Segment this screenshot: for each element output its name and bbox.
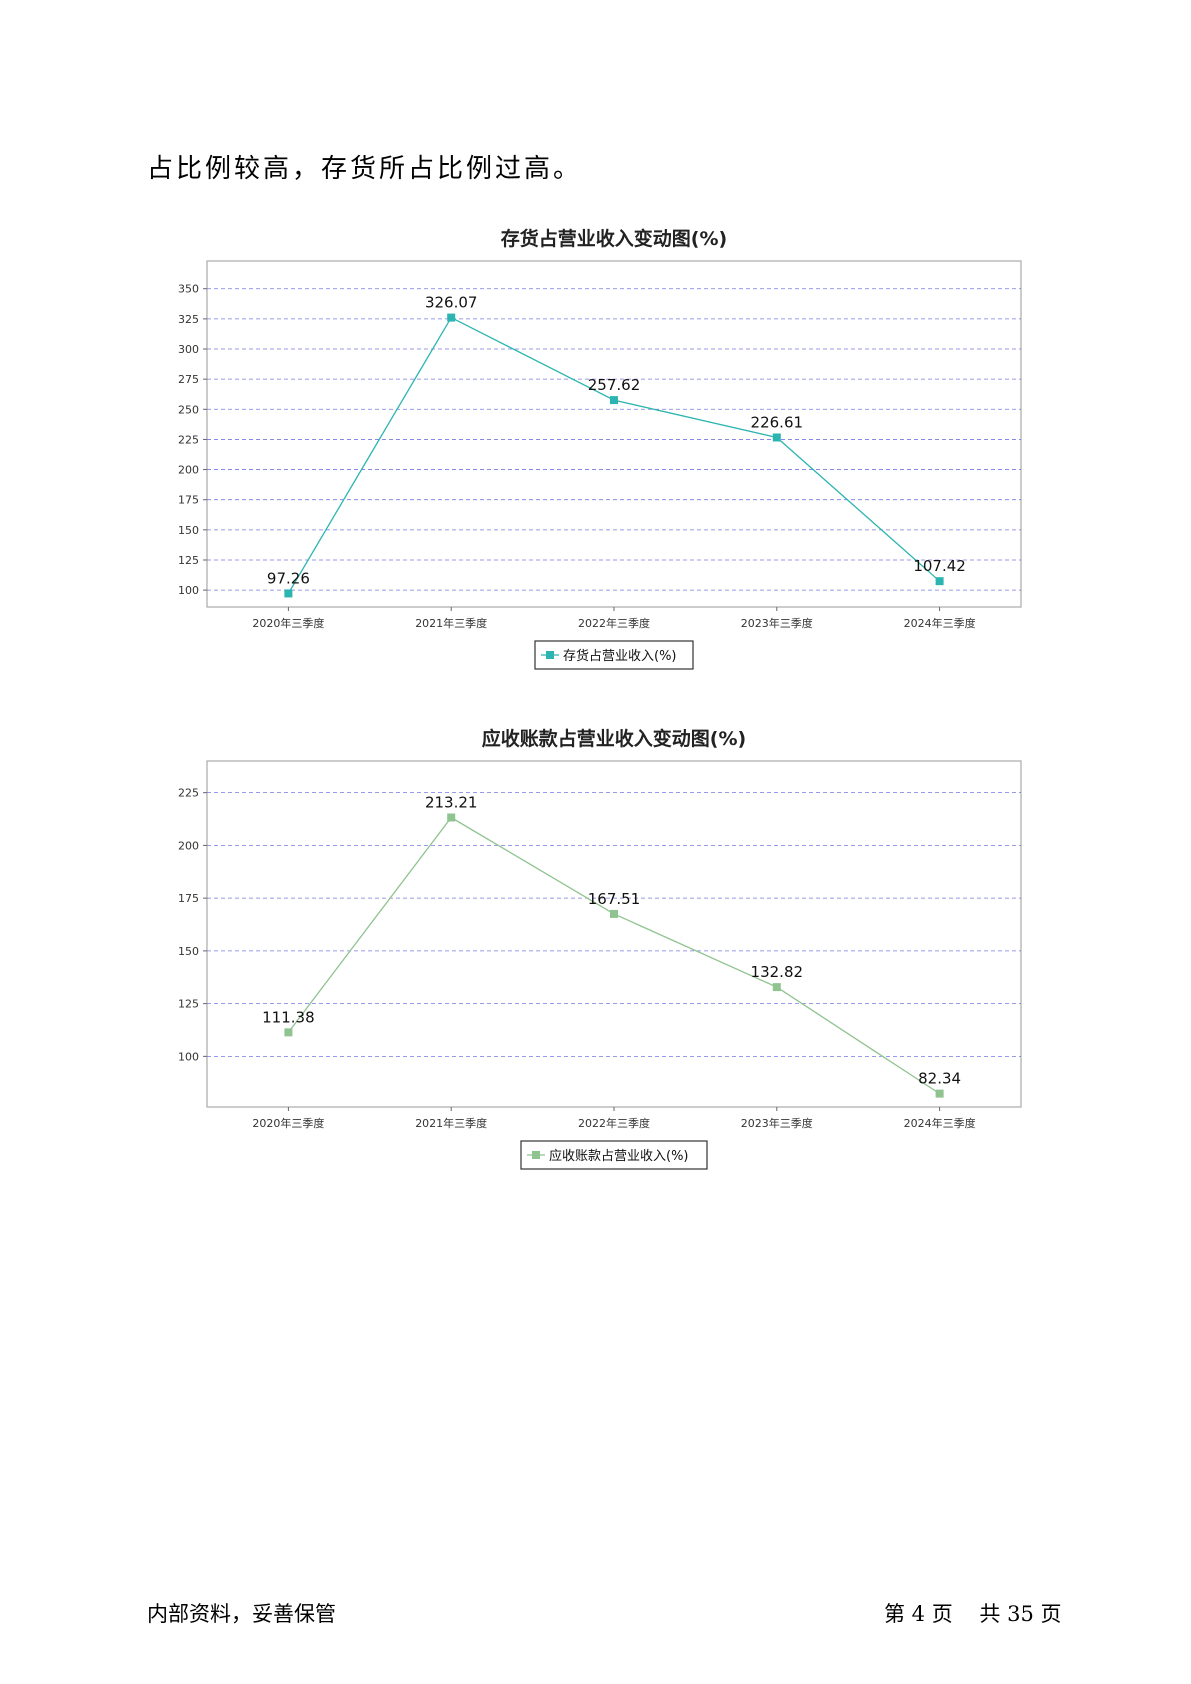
- data-point-marker: [447, 813, 456, 822]
- data-point-marker: [935, 577, 944, 586]
- data-point-marker: [610, 909, 618, 918]
- receivables-ratio-chart: 应收账款占营业收入变动图(%) 100 125 150 175 200 225 2020年三季…: [0, 725, 1191, 1185]
- x-tick-label: 2020年三季度: [252, 1116, 324, 1130]
- legend-marker-swatch: [546, 651, 554, 659]
- y-tick-label: 125: [178, 554, 199, 567]
- x-tick-label: 2020年三季度: [252, 616, 324, 630]
- data-value-label: 213.21: [425, 794, 478, 812]
- y-tick-label: 350: [178, 283, 199, 296]
- x-tick-label: 2021年三季度: [415, 1116, 487, 1130]
- data-point-marker: [284, 1028, 293, 1037]
- chart-title: 存货占营业收入变动图(%): [501, 227, 727, 250]
- data-point-marker: [772, 433, 781, 442]
- y-tick-label: 100: [178, 1050, 199, 1063]
- data-value-label: 111.38: [262, 1008, 315, 1026]
- y-tick-label: 125: [178, 998, 199, 1011]
- plot-area: [206, 260, 1022, 608]
- intro-paragraph: 占比例较高，存货所占比例过高。: [147, 154, 583, 184]
- y-tick-label: 225: [178, 433, 199, 446]
- data-value-label: 107.42: [913, 557, 966, 575]
- chart-title: 应收账款占营业收入变动图(%): [482, 727, 746, 750]
- data-value-label: 257.62: [588, 376, 641, 394]
- footer-page-number: 第 4 页 共 35 页: [884, 1602, 1062, 1626]
- receivables-ratio-chart-svg: 应收账款占营业收入变动图(%) 100 125 150 175 200 225 2020年三季…: [178, 727, 1022, 1170]
- x-tick-label: 2022年三季度: [578, 1116, 650, 1130]
- y-tick-label: 200: [178, 839, 199, 852]
- y-tick-label: 175: [178, 494, 199, 507]
- inventory-ratio-chart-svg: 存货占营业收入变动图(%) 100 125 150 175 200 225 250 275 300…: [178, 227, 1022, 670]
- legend-box: [534, 640, 694, 670]
- data-point-marker: [935, 1089, 944, 1098]
- footer-confidential-note: 内部资料，妥善保管: [147, 1602, 336, 1626]
- data-value-label: 132.82: [751, 963, 804, 981]
- x-tick-label: 2021年三季度: [415, 616, 487, 630]
- y-tick-label: 150: [178, 945, 199, 958]
- x-tick-label: 2022年三季度: [578, 616, 650, 630]
- y-tick-label: 300: [178, 343, 199, 356]
- y-tick-label: 325: [178, 313, 199, 326]
- data-point-marker: [284, 589, 293, 598]
- x-tick-label: 2024年三季度: [904, 1116, 976, 1130]
- x-tick-label: 2023年三季度: [741, 616, 813, 630]
- y-tick-label: 225: [178, 787, 199, 800]
- y-tick-label: 275: [178, 373, 199, 386]
- data-point-marker: [772, 983, 781, 992]
- data-point-marker: [610, 396, 618, 405]
- inventory-ratio-chart: 存货占营业收入变动图(%) 100 125 150 175 200 225 250 275 300…: [0, 225, 1191, 685]
- y-tick-label: 250: [178, 403, 199, 416]
- plot-area: [206, 760, 1022, 1108]
- data-value-label: 226.61: [751, 413, 804, 431]
- data-value-label: 326.07: [425, 294, 478, 312]
- data-value-label: 82.34: [918, 1070, 961, 1088]
- legend-box: [520, 1140, 708, 1170]
- data-value-label: 97.26: [267, 569, 310, 587]
- x-tick-label: 2023年三季度: [741, 1116, 813, 1130]
- y-tick-label: 200: [178, 464, 199, 477]
- x-tick-label: 2024年三季度: [904, 616, 976, 630]
- y-tick-label: 150: [178, 524, 199, 537]
- data-value-label: 167.51: [588, 890, 641, 908]
- y-tick-label: 100: [178, 584, 199, 597]
- legend-label: 存货占营业收入(%): [563, 648, 677, 664]
- y-tick-label: 175: [178, 892, 199, 905]
- data-point-marker: [447, 313, 456, 322]
- legend-marker-swatch: [532, 1151, 540, 1159]
- legend-label: 应收账款占营业收入(%): [549, 1148, 689, 1164]
